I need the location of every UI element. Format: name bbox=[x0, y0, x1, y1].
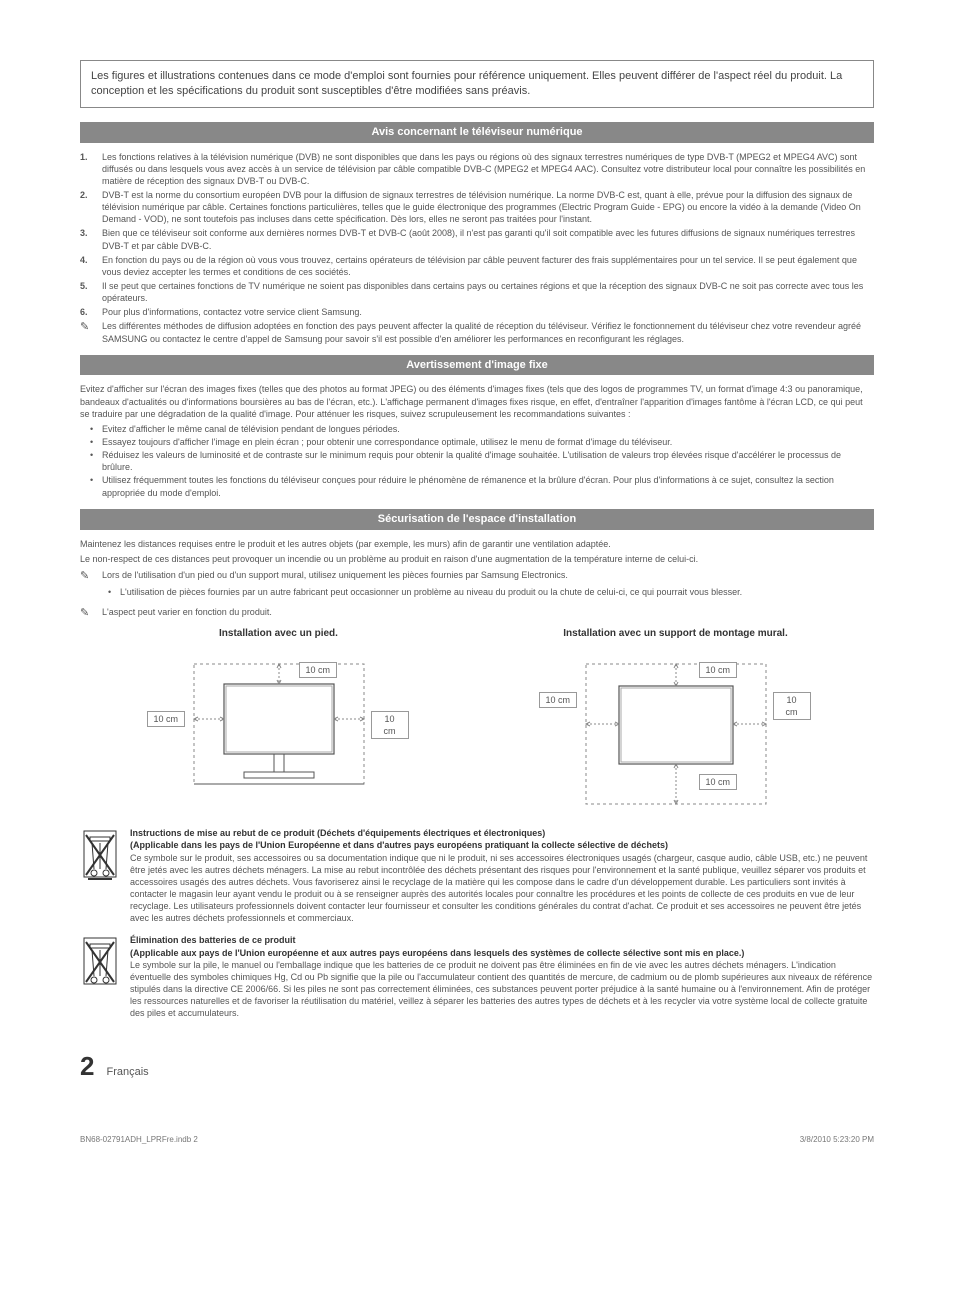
note-text: L'aspect peut varier en fonction du prod… bbox=[102, 606, 272, 621]
battery-bin-icon bbox=[80, 934, 130, 1019]
list-num: 3. bbox=[80, 227, 102, 251]
section3-intro2: Le non-respect de ces distances peut pro… bbox=[80, 553, 874, 565]
section3-note1-bullet: L'utilisation de pièces fournies par un … bbox=[80, 586, 874, 598]
list-num: 6. bbox=[80, 306, 102, 318]
note-text: Les différentes méthodes de diffusion ad… bbox=[102, 320, 874, 344]
section3-header: Sécurisation de l'espace d'installation bbox=[80, 509, 874, 530]
dim-label-right: 10 cm bbox=[773, 692, 811, 720]
section1-note: ✎Les différentes méthodes de diffusion a… bbox=[80, 320, 874, 344]
list-num: 1. bbox=[80, 151, 102, 187]
waste2-subtitle: (Applicable aux pays de l'Union européen… bbox=[130, 948, 744, 958]
waste2-title: Élimination des batteries de ce produit bbox=[130, 935, 296, 945]
wall-diagram-svg bbox=[541, 654, 811, 814]
list-num: 5. bbox=[80, 280, 102, 304]
section3-note2: ✎L'aspect peut varier en fonction du pro… bbox=[80, 606, 874, 621]
list-num: 2. bbox=[80, 189, 102, 225]
page-footer: 2 Français bbox=[80, 1049, 874, 1084]
list-text: Il se peut que certaines fonctions de TV… bbox=[102, 280, 874, 304]
section3-note1: ✎Lors de l'utilisation d'un pied ou d'un… bbox=[80, 569, 874, 584]
note-text: Lors de l'utilisation d'un pied ou d'un … bbox=[102, 569, 568, 584]
stand-diagram-svg bbox=[149, 654, 409, 804]
list-text: DVB-T est la norme du consortium europée… bbox=[102, 189, 874, 225]
waste1-subtitle: (Applicable dans les pays de l'Union Eur… bbox=[130, 840, 668, 850]
print-footer-right: 3/8/2010 5:23:20 PM bbox=[800, 1135, 874, 1146]
dim-label-bottom: 10 cm bbox=[699, 774, 738, 790]
stand-install-title: Installation avec un pied. bbox=[80, 627, 477, 641]
note-icon: ✎ bbox=[80, 606, 102, 621]
bullet-item: Réduisez les valeurs de luminosité et de… bbox=[102, 449, 874, 473]
list-text: Les fonctions relatives à la télévision … bbox=[102, 151, 874, 187]
waste1-title: Instructions de mise au rebut de ce prod… bbox=[130, 828, 545, 838]
waste1-body: Ce symbole sur le produit, ses accessoir… bbox=[130, 853, 867, 924]
section2-header: Avertissement d'image fixe bbox=[80, 355, 874, 376]
print-footer: BN68-02791ADH_LPRFre.indb 2 3/8/2010 5:2… bbox=[80, 1135, 874, 1146]
list-text: Bien que ce téléviseur soit conforme aux… bbox=[102, 227, 874, 251]
install-row: Installation avec un pied. 10 c bbox=[80, 627, 874, 818]
wall-install-title: Installation avec un support de montage … bbox=[477, 627, 874, 641]
section1-header: Avis concernant le téléviseur numérique bbox=[80, 122, 874, 143]
list-text: Pour plus d'informations, contactez votr… bbox=[102, 306, 362, 318]
dim-label-left: 10 cm bbox=[147, 711, 186, 727]
waste-notice-2: Élimination des batteries de ce produit … bbox=[80, 934, 874, 1019]
list-num: 4. bbox=[80, 254, 102, 278]
section1-list: 1.Les fonctions relatives à la télévisio… bbox=[80, 151, 874, 319]
bullet-item: L'utilisation de pièces fournies par un … bbox=[120, 586, 874, 598]
note-icon: ✎ bbox=[80, 320, 102, 344]
wall-install-col: Installation avec un support de montage … bbox=[477, 627, 874, 818]
dim-label-top: 10 cm bbox=[299, 662, 338, 678]
page-language: Français bbox=[106, 1065, 148, 1080]
bullet-item: Evitez d'afficher le même canal de télév… bbox=[102, 423, 874, 435]
print-footer-left: BN68-02791ADH_LPRFre.indb 2 bbox=[80, 1135, 198, 1146]
bullet-item: Utilisez fréquemment toutes les fonction… bbox=[102, 474, 874, 498]
weee-bin-icon bbox=[80, 827, 130, 924]
bullet-item: Essayez toujours d'afficher l'image en p… bbox=[102, 436, 874, 448]
page-number: 2 bbox=[80, 1049, 94, 1084]
section3-intro1: Maintenez les distances requises entre l… bbox=[80, 538, 874, 550]
section2-intro: Evitez d'afficher sur l'écran des images… bbox=[80, 383, 874, 419]
wall-diagram: 10 cm 10 cm 10 cm 10 cm bbox=[541, 654, 811, 814]
stand-diagram: 10 cm 10 cm 10 cm bbox=[149, 654, 409, 804]
dim-label-left: 10 cm bbox=[539, 692, 578, 708]
section2-bullets: Evitez d'afficher le même canal de télév… bbox=[80, 423, 874, 499]
stand-install-col: Installation avec un pied. 10 c bbox=[80, 627, 477, 818]
top-notice-box: Les figures et illustrations contenues d… bbox=[80, 60, 874, 108]
list-text: En fonction du pays ou de la région où v… bbox=[102, 254, 874, 278]
waste-notice-1: Instructions de mise au rebut de ce prod… bbox=[80, 827, 874, 924]
note-icon: ✎ bbox=[80, 569, 102, 584]
dim-label-right: 10 cm bbox=[371, 711, 409, 739]
dim-label-top: 10 cm bbox=[699, 662, 738, 678]
waste2-body: Le symbole sur la pile, le manuel ou l'e… bbox=[130, 960, 872, 1019]
